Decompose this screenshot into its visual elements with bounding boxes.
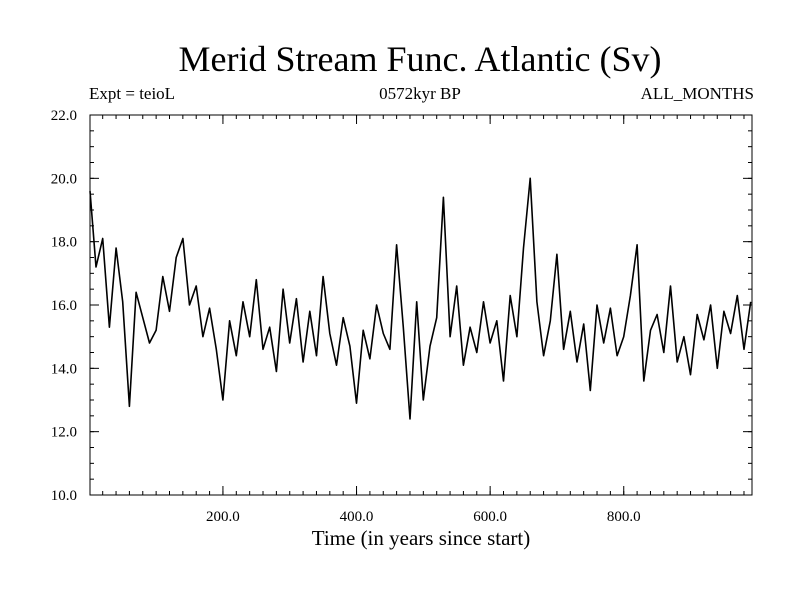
series-line bbox=[89, 177, 752, 420]
y-tick-label: 16.0 bbox=[51, 298, 77, 314]
y-tick-label: 10.0 bbox=[51, 488, 77, 504]
period-label: 0572kyr BP bbox=[379, 84, 461, 103]
y-tick-label: 22.0 bbox=[51, 108, 77, 124]
y-tick-label: 14.0 bbox=[51, 361, 77, 377]
x-axis-label: Time (in years since start) bbox=[311, 526, 531, 550]
y-tick-label: 18.0 bbox=[51, 235, 77, 251]
chart-title: Merid Stream Func. Atlantic (Sv) bbox=[178, 39, 662, 79]
x-tick-label: 200.0 bbox=[206, 509, 240, 525]
x-tick-label: 600.0 bbox=[473, 509, 507, 525]
months-label: ALL_MONTHS bbox=[640, 84, 754, 103]
y-tick-label: 20.0 bbox=[51, 171, 77, 187]
x-tick-label: 400.0 bbox=[340, 509, 374, 525]
y-tick-label: 12.0 bbox=[51, 425, 77, 441]
experiment-label: Expt = teioL bbox=[89, 84, 176, 103]
x-tick-label: 800.0 bbox=[607, 509, 641, 525]
